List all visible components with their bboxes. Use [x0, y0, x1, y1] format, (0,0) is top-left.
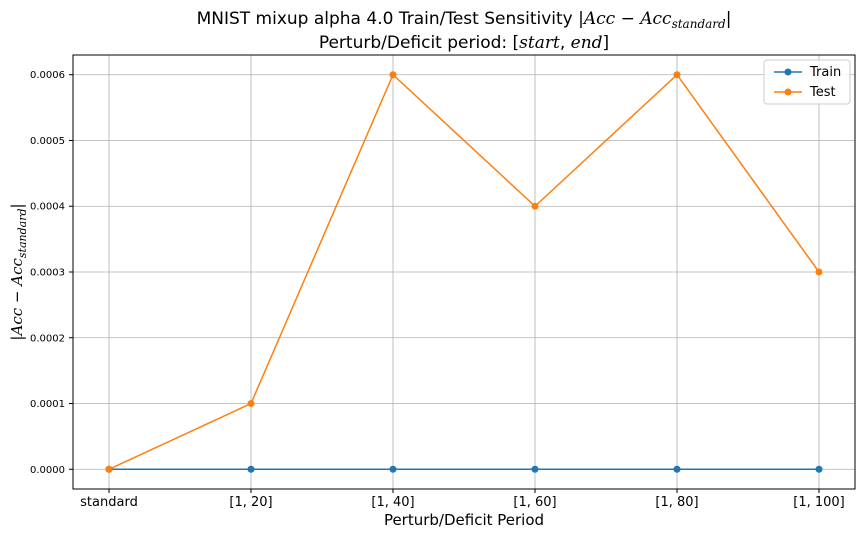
chart-title-line1: MNIST mixup alpha 4.0 Train/Test Sensiti…	[197, 9, 732, 31]
point-train-2	[389, 465, 397, 473]
plot-frame	[72, 54, 856, 490]
legend-test-label: Test	[809, 85, 836, 100]
data-series	[105, 71, 823, 473]
point-test-1	[247, 400, 255, 408]
x-tick-label: standard	[80, 495, 138, 510]
y-tick-label: 0.0000	[30, 465, 65, 476]
legend-train-marker	[784, 68, 792, 76]
legend-test-marker	[784, 88, 792, 96]
x-axis-label: Perturb/Deficit Period	[384, 511, 544, 529]
y-tick-label: 0.0006	[30, 70, 65, 81]
series-line-test	[108, 73, 820, 470]
y-tick-label: 0.0004	[30, 202, 65, 213]
point-train-3	[531, 465, 539, 473]
y-axis-label: |Acc − Accstandard|	[8, 203, 29, 340]
y-axis-ticks: 0.0000 0.0001 0.0002 0.0003 0.0004 0.0005 0.00…	[30, 70, 73, 476]
x-tick-label: [1, 100]	[793, 495, 845, 510]
chart-title-line2: Perturb/Deficit period: [start, end]	[319, 33, 609, 53]
point-train-5	[815, 465, 823, 473]
legend-train-label: Train	[809, 65, 841, 80]
point-test-4	[673, 71, 681, 79]
y-tick-label: 0.0001	[30, 399, 65, 410]
point-test-5	[815, 268, 823, 276]
y-tick-label: 0.0003	[30, 268, 65, 279]
point-test-3	[531, 202, 539, 210]
point-train-1	[247, 465, 255, 473]
y-tick-label: 0.0002	[30, 333, 65, 344]
point-test-2	[389, 71, 397, 79]
x-tick-label: [1, 80]	[655, 495, 698, 510]
y-tick-label: 0.0005	[30, 136, 65, 147]
legend: Train Test	[763, 59, 851, 105]
x-tick-label: [1, 40]	[371, 495, 414, 510]
x-tick-label: [1, 20]	[229, 495, 272, 510]
x-axis-ticks: standard [1, 20] [1, 40] [1, 60] [1, 80] [1, …	[80, 489, 845, 510]
x-tick-label: [1, 60]	[513, 495, 556, 510]
point-test-0	[105, 465, 113, 473]
grid-lines	[73, 55, 855, 489]
point-train-4	[673, 465, 681, 473]
